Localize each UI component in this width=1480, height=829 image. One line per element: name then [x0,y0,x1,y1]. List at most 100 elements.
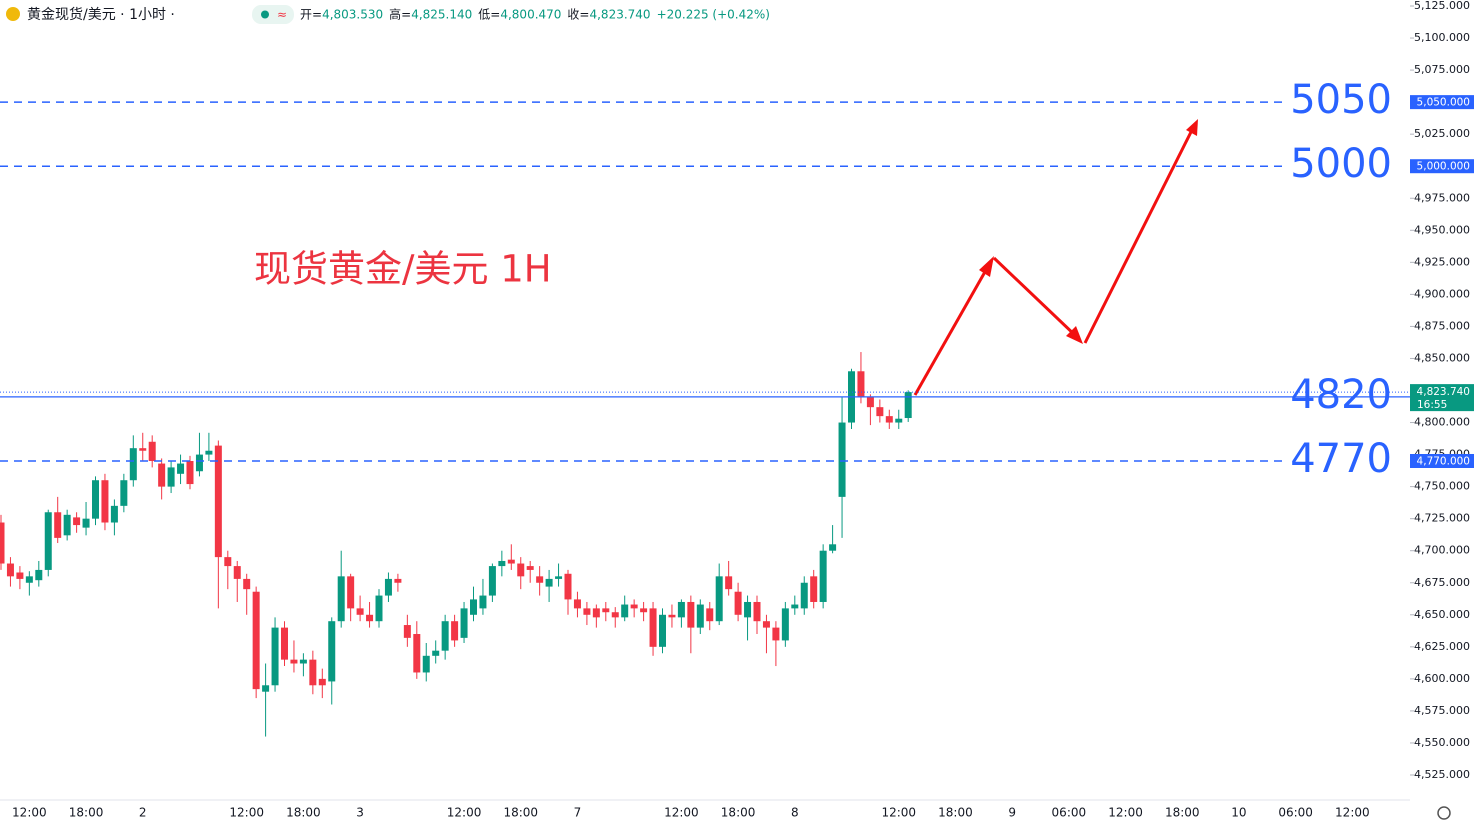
x-tick-label: 06:00 [1278,806,1313,820]
candle-body [262,685,270,692]
candle-body [791,604,799,609]
y-tick-label: 4,925.000 [1414,255,1470,268]
candle-body [668,614,676,618]
candle-body [460,608,468,638]
status-icon: ≈ [277,8,287,22]
x-tick-label: 12:00 [1335,806,1370,820]
level-badge-label: 5,000.000 [1417,161,1470,173]
candle-body [290,659,298,664]
candle-body [876,407,884,417]
last-price-badge [1410,384,1474,412]
candle-body [800,582,808,609]
x-tick-label: 06:00 [1052,806,1087,820]
level-label: 4770 [1290,436,1392,482]
x-tick-label: 18:00 [1165,806,1200,820]
x-tick-label: 3 [356,806,364,820]
level-label: 5000 [1290,141,1392,187]
candle-body [536,576,544,583]
y-tick-label: 4,675.000 [1414,576,1470,589]
candle-body [488,566,496,596]
candle-body [139,448,147,451]
candle-body [271,627,279,686]
candle-body [281,627,288,660]
candle-body [706,608,714,622]
arrow [913,262,992,396]
candle-body [195,454,203,472]
candle-body [451,621,459,641]
candle-body [838,422,846,497]
arrow [992,256,1080,340]
arrow-head [1186,119,1198,136]
level-badge-label: 4,770.000 [1417,455,1470,467]
x-tick-label: 12:00 [229,806,264,820]
x-tick-label: 12:00 [447,806,482,820]
candle-body [819,550,827,602]
candle-body [659,614,666,647]
candle-body [384,578,392,596]
y-tick-label: 4,975.000 [1414,191,1470,204]
y-tick-label: 4,575.000 [1414,704,1470,717]
x-tick-label: 2 [139,806,147,820]
y-tick-label: 4,875.000 [1414,319,1470,332]
candle-body [772,627,780,641]
y-tick-label: 4,800.000 [1414,416,1470,429]
candle-body [621,604,629,618]
y-tick-label: 4,650.000 [1414,608,1470,621]
y-tick-label: 4,950.000 [1414,223,1470,236]
candle-body [602,608,610,613]
status-dot [261,10,269,19]
y-tick-label: 5,075.000 [1414,63,1470,76]
status-pill[interactable] [252,5,294,24]
candle-body [16,572,24,579]
last-price-label: 4,823.740 [1417,386,1470,398]
ohlc-legend: 开= 4,803.530 高= 4,825.140 低= 4,800.470 收= 4,823… [300,7,770,22]
candle-body [205,450,213,455]
candle-body [110,505,118,523]
countdown: 16:55 [1417,399,1447,411]
candle-body [120,480,128,506]
candle-body [422,655,430,673]
candle-body [0,522,5,564]
candle-body [158,463,166,487]
y-tick-label: 5,100.000 [1414,31,1470,44]
plot [0,352,912,737]
candle-body [337,576,345,622]
candle-body [432,650,440,656]
x-tick-label: 9 [1008,806,1016,820]
candle-body [753,601,761,622]
legend-label: 开= [300,8,322,22]
candle-body [148,441,156,461]
candle-body [640,608,648,613]
candle-body [564,573,572,600]
x-tick-label: 18:00 [938,806,973,820]
x-tick-label: 12:00 [664,806,699,820]
legend-value: +20.225 (+0.42%) [657,8,770,22]
candle-body [829,544,837,551]
candle-body [44,512,52,570]
y-tick-label: 4,725.000 [1414,512,1470,525]
y-tick-label: 5,125.000 [1414,0,1470,12]
candle-body [857,371,865,397]
candle-body [479,595,487,609]
arrow-head [979,256,994,277]
candle-body [734,591,742,615]
settings-icon[interactable] [1437,806,1451,820]
candle-body [545,578,553,587]
candle-body [781,608,789,641]
candle-body [347,576,355,609]
candle-body [517,563,525,577]
candle-body [498,560,506,567]
candle-body [592,608,600,618]
candle-body [214,445,222,558]
y-tick-label: 4,700.000 [1414,544,1470,557]
candle-body [413,634,421,673]
level-label: 5050 [1290,77,1392,123]
legend-label: 收= [567,8,589,22]
y-tick-label: 4,600.000 [1414,672,1470,685]
legend-label: 低= [478,8,500,22]
arrow [1083,125,1196,344]
candle-body [35,569,43,581]
y-tick-label: 4,625.000 [1414,640,1470,653]
legend-label: 高= [389,7,411,22]
